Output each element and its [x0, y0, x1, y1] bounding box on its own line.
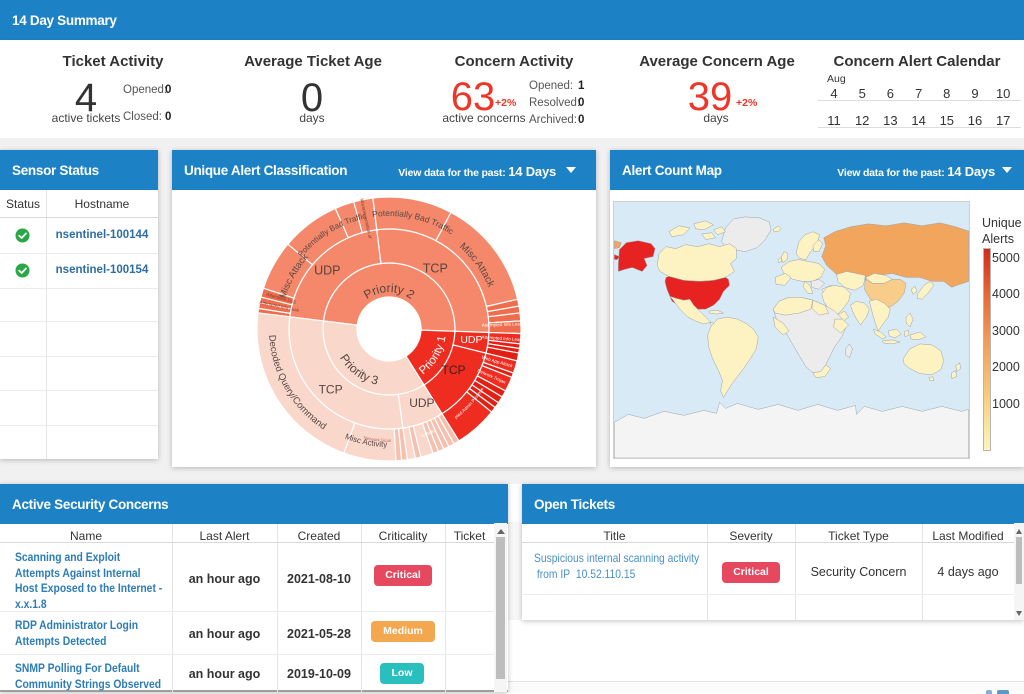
- svg-text:TCP: TCP: [319, 382, 343, 396]
- svg-text:UDP: UDP: [409, 396, 434, 410]
- svg-text:TCP: TCP: [423, 262, 448, 276]
- svg-text:UDP: UDP: [460, 334, 482, 346]
- svg-text:Network Scan: Network Scan: [363, 435, 392, 443]
- svg-text:TCP: TCP: [442, 363, 466, 377]
- svg-text:Attempted Info Leak: Attempted Info Leak: [481, 334, 522, 342]
- svg-text:UDP: UDP: [314, 264, 340, 278]
- svg-text:Attempted Info Leak: Attempted Info Leak: [482, 321, 523, 327]
